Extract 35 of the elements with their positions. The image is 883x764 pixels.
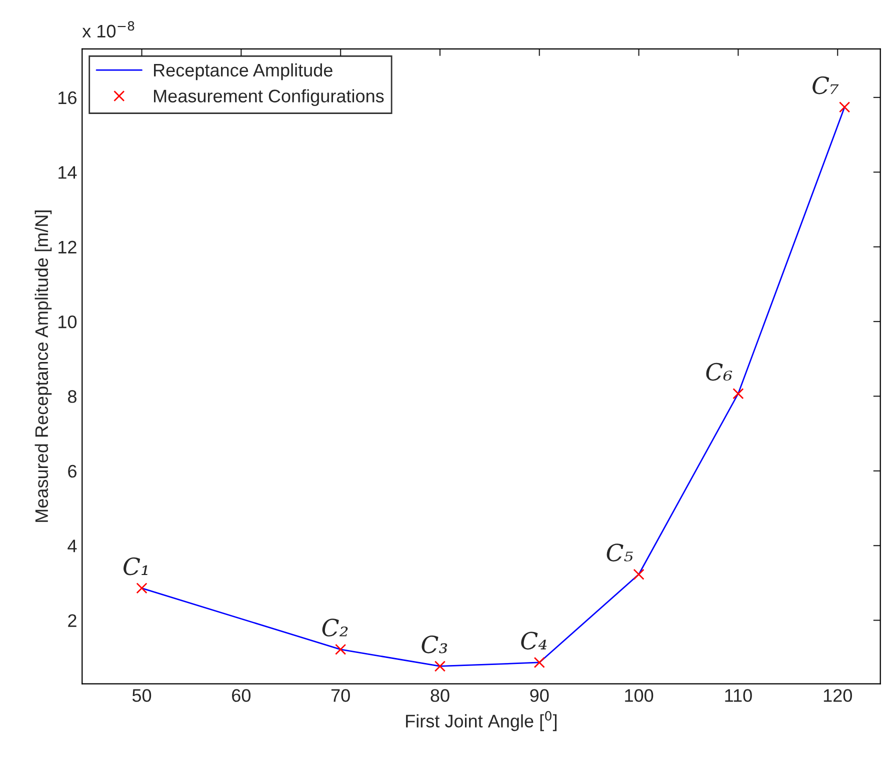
y-tick-label: 10: [58, 315, 77, 328]
annotation: C₆: [706, 362, 732, 381]
y-tick-label: 4: [68, 540, 77, 552]
point: [839, 102, 850, 113]
legend-label: Receptance Amplitude: [154, 63, 332, 80]
text: x 10$^{−8}$: [82, 21, 134, 38]
y-tick-label: 12: [58, 240, 76, 254]
annotation: C₇: [812, 76, 839, 94]
x-tick-label: 60: [232, 689, 251, 702]
annotation: C₂: [322, 618, 348, 637]
x-tick-label: 110: [725, 689, 752, 702]
x-tick-label: 50: [132, 689, 152, 702]
point: [633, 568, 644, 580]
y-tick-label: 8: [68, 390, 76, 403]
x-tick-label: 90: [530, 689, 549, 702]
y-tick-label: 2: [68, 614, 76, 627]
legend-label: Measurement Configurations: [154, 89, 384, 106]
annotation: C₃: [422, 635, 448, 654]
annotation: C₅: [606, 544, 633, 562]
point: [335, 644, 346, 655]
y-axis-title: Measured Receptance Amplitude [m/N]: [34, 210, 52, 522]
annotation: C₁: [124, 557, 148, 576]
y-tick-label: 6: [68, 464, 76, 478]
point: [434, 660, 446, 672]
x-tick-label: 80: [430, 689, 450, 702]
point: [732, 388, 744, 400]
point: [534, 656, 545, 668]
x-tick-label: 70: [331, 689, 350, 702]
annotation: C₄: [521, 632, 547, 650]
x-axis-title: First Joint Angle [$^{0}$]: [406, 711, 557, 732]
x-tick-label: 100: [625, 689, 654, 702]
y-tick-label: 14: [58, 166, 77, 179]
point: [136, 582, 148, 594]
y-tick-label: 16: [58, 91, 76, 104]
x-tick-label: 120: [824, 689, 852, 702]
